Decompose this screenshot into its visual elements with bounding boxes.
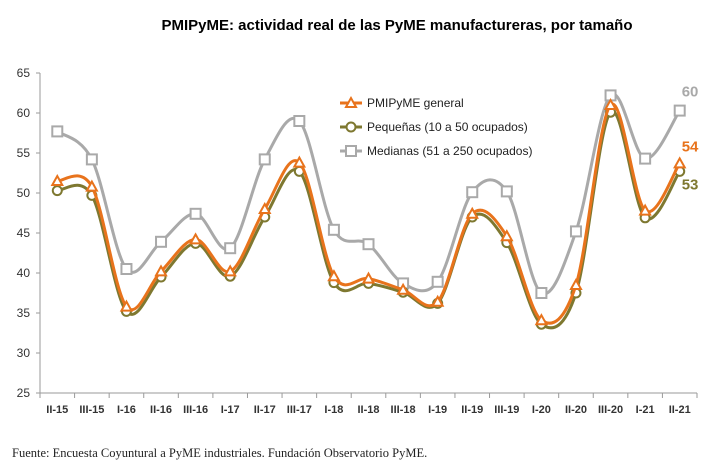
x-tick-label: III-18: [391, 404, 416, 416]
x-tick-label: III-16: [183, 404, 208, 416]
series-general: [50, 97, 687, 326]
data-point-general: [50, 173, 64, 186]
x-tick-label: I-18: [324, 404, 343, 416]
x-tick-label: III-15: [79, 404, 104, 416]
data-point-medianas: [293, 115, 306, 127]
data-point-general: [534, 313, 549, 326]
legend-label-pequenas: Pequeñas (10 a 50 ocupados): [367, 120, 528, 134]
data-point-medianas: [155, 235, 168, 248]
data-point-medianas: [569, 225, 582, 238]
legend-label-general: PMIPyME general: [367, 96, 464, 110]
x-tick-label: II-15: [46, 404, 68, 416]
data-point-general: [638, 203, 652, 216]
chart-title: PMIPyME: actividad real de las PyME manu…: [162, 17, 633, 34]
end-label: 53: [682, 176, 699, 193]
x-tick-label: I-21: [636, 404, 655, 416]
end-labels: 60 54 53: [682, 84, 699, 194]
legend-label-medianas: Medianas (51 a 250 ocupados): [367, 144, 532, 158]
data-point-medianas: [189, 207, 202, 220]
source-note: Fuente: Encuesta Coyuntural a PyME indus…: [12, 446, 427, 460]
x-tick-label: I-16: [117, 404, 136, 416]
legend-marker-general: [344, 95, 358, 108]
data-point-general: [85, 179, 99, 192]
x-tick-label: II-19: [461, 404, 483, 416]
y-tick-label: 30: [17, 346, 31, 360]
y-tick-label: 60: [17, 106, 31, 120]
data-point-general: [569, 277, 583, 290]
x-tick-label: III-19: [494, 404, 519, 416]
y-tick-label: 35: [17, 306, 31, 320]
data-point-medianas: [639, 152, 652, 165]
x-tick-label: II-17: [254, 404, 276, 416]
y-tick-label: 50: [17, 186, 31, 200]
y-tick-label: 25: [17, 386, 31, 400]
data-point-medianas: [224, 242, 237, 255]
data-point-general: [258, 201, 272, 214]
data-point-medianas: [673, 104, 686, 117]
data-point-medianas: [51, 125, 64, 138]
data-point-general: [119, 299, 134, 312]
data-point-general: [465, 206, 479, 219]
x-tick-label: II-21: [669, 404, 691, 416]
data-point-general: [188, 232, 203, 245]
legend: PMIPyME general Pequeñas (10 a 50 ocupado…: [340, 95, 532, 158]
data-point-general: [361, 271, 376, 284]
x-tick-label: I-19: [428, 404, 447, 416]
data-point-medianas: [500, 185, 513, 198]
x-tick-label: III-17: [287, 404, 312, 416]
y-tick-label: 65: [17, 66, 31, 80]
data-point-medianas: [258, 153, 271, 166]
data-point-general: [154, 264, 168, 277]
data-point-medianas: [431, 275, 444, 288]
data-point-medianas: [535, 287, 548, 299]
x-tick-label: III-20: [598, 404, 623, 416]
x-tick-label: I-20: [532, 404, 551, 416]
data-point-general: [603, 97, 618, 110]
x-tick-label: II-18: [357, 404, 379, 416]
data-point-pequenas: [51, 185, 63, 197]
data-point-general: [430, 294, 445, 307]
axes: 25 30 35 40 45 50 55 60 65 II-15 III-15 I-16 II-16 II…: [17, 66, 698, 416]
y-tick-label: 55: [17, 146, 31, 160]
series-medianas: [51, 89, 686, 299]
data-point-medianas: [327, 223, 340, 236]
x-tick-label: I-17: [221, 404, 240, 416]
data-point-medianas: [362, 238, 375, 251]
data-point-general: [223, 264, 237, 277]
y-tick-label: 40: [17, 266, 31, 280]
data-point-general: [292, 155, 307, 168]
legend-marker-medianas: [345, 145, 357, 157]
end-label: 54: [682, 138, 699, 155]
series-layer: [50, 89, 687, 330]
y-tick-label: 45: [17, 226, 31, 240]
data-point-medianas: [120, 263, 133, 275]
x-tick-label: II-16: [150, 404, 172, 416]
data-point-medianas: [466, 186, 479, 199]
data-point-general: [396, 282, 410, 295]
data-point-general: [500, 229, 514, 242]
end-label: 60: [682, 84, 699, 101]
legend-marker-pequenas: [345, 121, 357, 133]
data-point-medianas: [85, 153, 98, 166]
data-point-general: [673, 156, 687, 169]
x-tick-label: II-20: [565, 404, 587, 416]
data-point-general: [327, 269, 341, 282]
